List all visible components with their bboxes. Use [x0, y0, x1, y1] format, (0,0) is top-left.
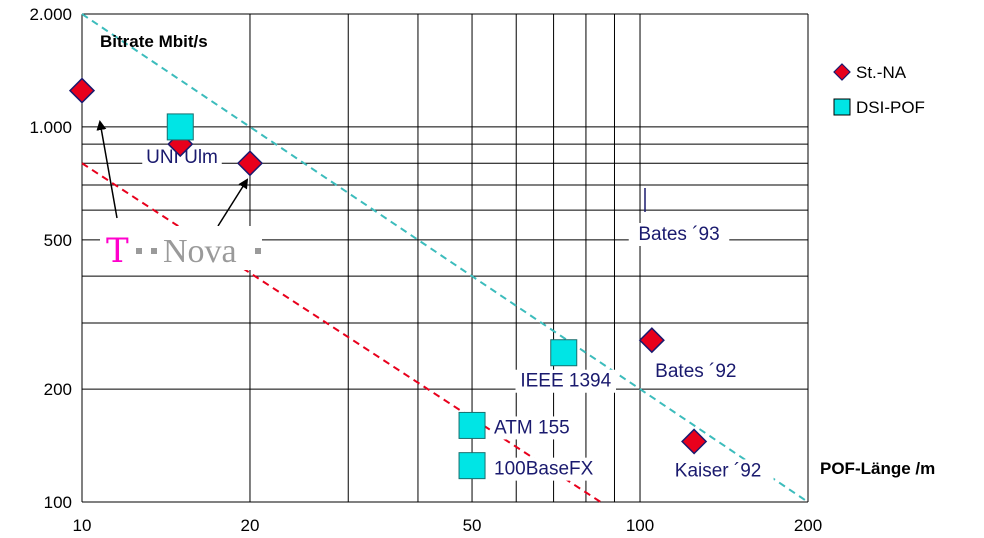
annotation-label: UNI Ulm — [146, 147, 218, 168]
arrows — [96, 120, 249, 227]
arrow-to-point-1 — [96, 120, 118, 219]
legend-label: St.-NA — [856, 63, 907, 82]
logo-dot — [136, 248, 142, 254]
y-tick-label: 2.000 — [29, 5, 72, 24]
logo-dots — [136, 248, 261, 254]
annotations: UNI Ulm Bates ´93 — [142, 146, 730, 246]
point-label-background — [645, 360, 747, 384]
y-tick-label: 500 — [44, 231, 72, 250]
t-nova-logo: T Nova — [100, 226, 262, 271]
logo-dot — [151, 248, 157, 254]
data-points — [68, 77, 708, 480]
logo-letter-t: T — [106, 231, 129, 271]
point-label: ATM 155 — [494, 417, 570, 438]
point-label: IEEE 1394 — [520, 371, 611, 392]
y-tick-label: 200 — [44, 380, 72, 399]
diamond-point — [236, 150, 264, 177]
legend-square-marker — [833, 98, 851, 116]
diamond-point — [681, 428, 708, 455]
trend-line-1 — [81, 162, 602, 503]
tick-labels: 10 20 50 100 200 100 200 500 1.000 2.000 — [29, 5, 822, 535]
point-label-background — [662, 459, 774, 483]
x-tick-label: 100 — [626, 516, 654, 535]
legend-diamond-marker — [833, 63, 851, 81]
annotation-label: Bates ´93 — [638, 224, 719, 245]
logo-background — [100, 226, 262, 270]
logo-dot — [255, 248, 261, 254]
square-point — [550, 339, 578, 367]
square-point — [166, 113, 194, 141]
annotation-background — [142, 146, 222, 169]
square-point — [458, 411, 486, 439]
point-label-background — [491, 457, 592, 481]
point-label: Kaiser ´92 — [675, 460, 762, 481]
trend-line-2 — [81, 13, 809, 503]
point-labels: Bates ´92 Kaiser ´92 IEEE 1394 ATM 155 100Ba… — [491, 360, 774, 483]
x-tick-label: 50 — [463, 516, 482, 535]
diamond-point — [68, 77, 96, 104]
legend-label: DSI-POF — [856, 98, 925, 117]
trend-lines — [81, 13, 809, 503]
point-label: 100BaseFX — [494, 459, 594, 480]
legend: St.-NA DSI-POF — [833, 63, 925, 117]
x-tick-label: 200 — [794, 516, 822, 535]
point-label-background — [491, 416, 571, 440]
x-axis-title: POF-Länge /m — [820, 459, 935, 478]
x-tick-label: 20 — [241, 516, 260, 535]
diamond-point — [638, 327, 665, 354]
y-tick-label: 1.000 — [29, 118, 72, 137]
x-tick-label: 10 — [73, 516, 92, 535]
y-tick-label: 100 — [44, 493, 72, 512]
square-point — [458, 452, 486, 480]
y-axis-title: Bitrate Mbit/s — [100, 32, 208, 51]
point-label: Bates ´92 — [655, 361, 736, 382]
annotation-background — [628, 223, 730, 246]
point-label-background — [515, 369, 617, 393]
arrow-to-point-2 — [217, 178, 249, 227]
grid — [81, 13, 809, 503]
logo-word-nova: Nova — [163, 233, 237, 270]
